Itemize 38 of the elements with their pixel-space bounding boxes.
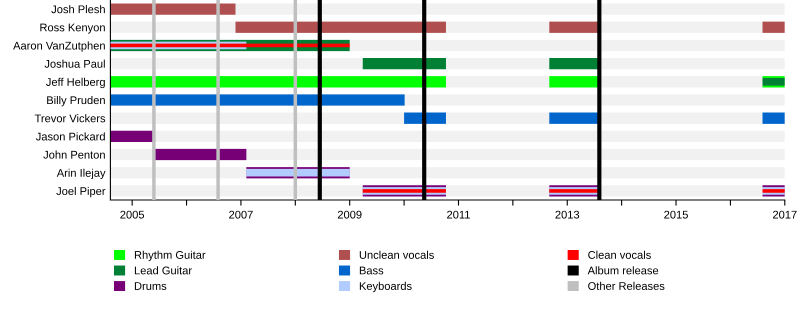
- x-tick-label: 2015: [664, 210, 688, 219]
- x-tick-label: 2013: [555, 210, 580, 219]
- bar: [762, 112, 785, 124]
- y-tick-label: Joshua Paul: [44, 60, 105, 68]
- legend-label: Keyboards: [360, 282, 412, 292]
- y-tick-label: Jeff Helberg: [46, 78, 105, 88]
- legend-label: Other Releases: [588, 282, 664, 290]
- bar: [549, 112, 600, 124]
- legend-label: Clean vocals: [588, 250, 651, 259]
- y-tick-label: Jason Pickard: [36, 132, 105, 140]
- legend-label: Bass: [360, 266, 384, 274]
- x-tick-label: 2009: [338, 210, 362, 219]
- bar: [154, 148, 246, 160]
- x-tick-label: 2017: [773, 210, 797, 219]
- legend-label: Rhythm Guitar: [134, 250, 206, 262]
- legend-label: Drums: [134, 282, 166, 290]
- bar: [110, 130, 154, 142]
- y-tick-label: John Penton: [43, 150, 105, 159]
- x-tick-label: 2005: [120, 210, 144, 219]
- y-tick-label: Ross Kenyon: [40, 24, 105, 34]
- bar: [362, 58, 446, 70]
- y-tick-label: Arin Ilejay: [56, 168, 106, 180]
- y-tick-label: Aaron VanZutphen: [13, 41, 105, 52]
- bar: [549, 22, 600, 33]
- bar: [110, 3, 236, 15]
- y-tick-label: Billy Pruden: [47, 96, 105, 106]
- x-tick-label: 2007: [229, 210, 253, 219]
- y-tick-label: Joel Piper: [56, 186, 106, 198]
- legend-label: Lead Guitar: [134, 266, 192, 274]
- legend-label: Album release: [588, 266, 658, 274]
- y-tick-label: Trevor Vickers: [34, 114, 106, 122]
- bar: [549, 76, 600, 88]
- legend-label: Unclean vocals: [360, 250, 434, 259]
- bar: [762, 22, 785, 33]
- bar: [235, 22, 446, 33]
- y-tick-label: Josh Plesh: [51, 5, 105, 14]
- bar: [110, 44, 350, 48]
- x-tick-label: 2011: [447, 210, 470, 219]
